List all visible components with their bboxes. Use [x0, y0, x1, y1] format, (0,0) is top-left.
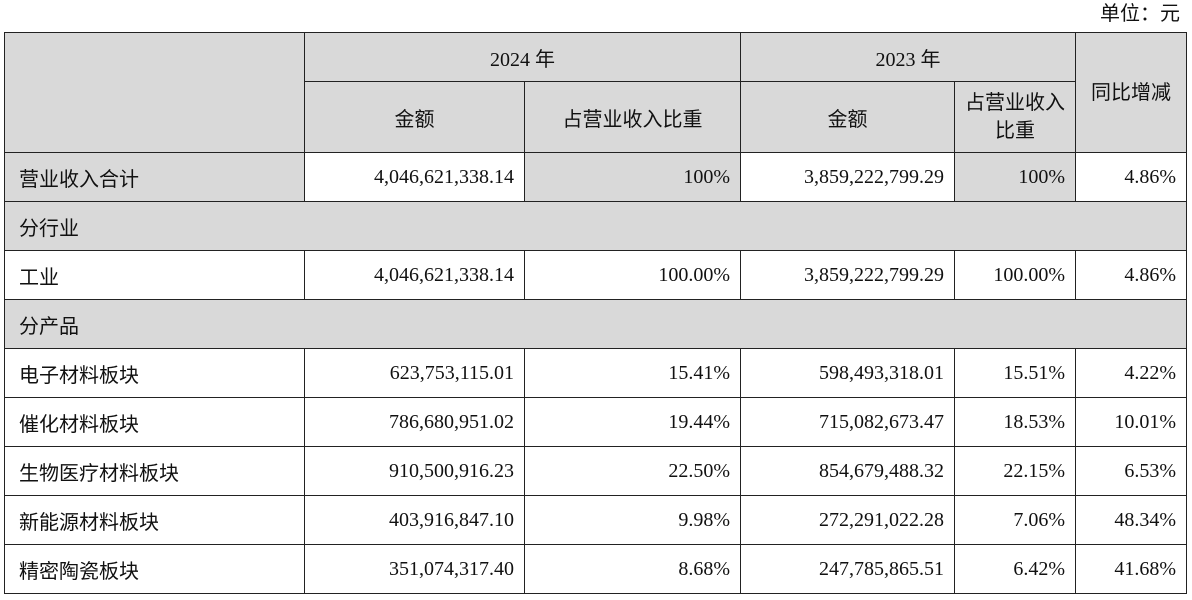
cell-amount-2023: 715,082,673.47 — [740, 397, 955, 447]
cell-yoy: 6.53% — [1075, 446, 1187, 496]
cell-yoy: 4.22% — [1075, 348, 1187, 398]
section-label: 分行业 — [4, 201, 1187, 251]
row-label: 电子材料板块 — [4, 348, 305, 398]
cell-yoy: 4.86% — [1075, 250, 1187, 300]
unit-note: 单位：元 — [1100, 3, 1180, 25]
section-row-product: 分产品 — [4, 299, 1187, 349]
row-label: 新能源材料板块 — [4, 495, 305, 545]
table-row: 新能源材料板块 403,916,847.10 9.98% 272,291,022… — [4, 495, 1187, 545]
header-corner-cell — [4, 32, 305, 153]
cell-amount-2024: 403,916,847.10 — [304, 495, 525, 545]
row-label: 精密陶瓷板块 — [4, 544, 305, 594]
cell-amount-2024: 4,046,621,338.14 — [304, 152, 525, 202]
row-label: 生物医疗材料板块 — [4, 446, 305, 496]
table-row: 电子材料板块 623,753,115.01 15.41% 598,493,318… — [4, 348, 1187, 398]
cell-amount-2023: 3,859,222,799.29 — [740, 152, 955, 202]
table-row: 工业 4,046,621,338.14 100.00% 3,859,222,79… — [4, 250, 1187, 300]
header-share-2024: 占营业收入比重 — [524, 81, 741, 153]
cell-amount-2023: 247,785,865.51 — [740, 544, 955, 594]
cell-amount-2023: 598,493,318.01 — [740, 348, 955, 398]
table-row: 精密陶瓷板块 351,074,317.40 8.68% 247,785,865.… — [4, 544, 1187, 594]
header-yoy: 同比增减 — [1075, 32, 1187, 153]
header-row-years: 2024 年 2023 年 同比增减 — [4, 32, 1187, 153]
cell-share-2024: 19.44% — [524, 397, 741, 447]
table-row: 生物医疗材料板块 910,500,916.23 22.50% 854,679,4… — [4, 446, 1187, 496]
cell-share-2023: 18.53% — [954, 397, 1076, 447]
section-row-industry: 分行业 — [4, 201, 1187, 251]
cell-share-2024: 100.00% — [524, 250, 741, 300]
cell-amount-2024: 910,500,916.23 — [304, 446, 525, 496]
header-amount-2023: 金额 — [740, 81, 955, 153]
cell-amount-2023: 3,859,222,799.29 — [740, 250, 955, 300]
cell-share-2023: 15.51% — [954, 348, 1076, 398]
cell-yoy: 48.34% — [1075, 495, 1187, 545]
cell-share-2023: 6.42% — [954, 544, 1076, 594]
cell-share-2023: 100% — [954, 152, 1076, 202]
cell-yoy: 4.86% — [1075, 152, 1187, 202]
row-label: 工业 — [4, 250, 305, 300]
cell-share-2024: 9.98% — [524, 495, 741, 545]
header-year-2023: 2023 年 — [740, 32, 1076, 82]
header-share-2023: 占营业收入比重 — [954, 81, 1076, 153]
table-row: 催化材料板块 786,680,951.02 19.44% 715,082,673… — [4, 397, 1187, 447]
revenue-table: 2024 年 2023 年 同比增减 金额 占营业收入比重 金额 占营业收入比重… — [4, 32, 1187, 594]
cell-share-2024: 100% — [524, 152, 741, 202]
cell-share-2024: 8.68% — [524, 544, 741, 594]
table-row-total: 营业收入合计 4,046,621,338.14 100% 3,859,222,7… — [4, 152, 1187, 202]
row-label: 营业收入合计 — [4, 152, 305, 202]
cell-yoy: 10.01% — [1075, 397, 1187, 447]
cell-amount-2024: 351,074,317.40 — [304, 544, 525, 594]
header-row-columns: 金额 占营业收入比重 金额 占营业收入比重 — [5, 81, 1187, 153]
row-label: 催化材料板块 — [4, 397, 305, 447]
cell-amount-2024: 786,680,951.02 — [304, 397, 525, 447]
cell-share-2024: 15.41% — [524, 348, 741, 398]
cell-amount-2023: 854,679,488.32 — [740, 446, 955, 496]
header-amount-2024: 金额 — [304, 81, 525, 153]
cell-amount-2023: 272,291,022.28 — [740, 495, 955, 545]
cell-amount-2024: 623,753,115.01 — [304, 348, 525, 398]
cell-amount-2024: 4,046,621,338.14 — [304, 250, 525, 300]
section-label: 分产品 — [4, 299, 1187, 349]
header-year-2024: 2024 年 — [304, 32, 741, 82]
cell-share-2023: 22.15% — [954, 446, 1076, 496]
cell-share-2023: 100.00% — [954, 250, 1076, 300]
cell-share-2023: 7.06% — [954, 495, 1076, 545]
cell-share-2024: 22.50% — [524, 446, 741, 496]
cell-yoy: 41.68% — [1075, 544, 1187, 594]
